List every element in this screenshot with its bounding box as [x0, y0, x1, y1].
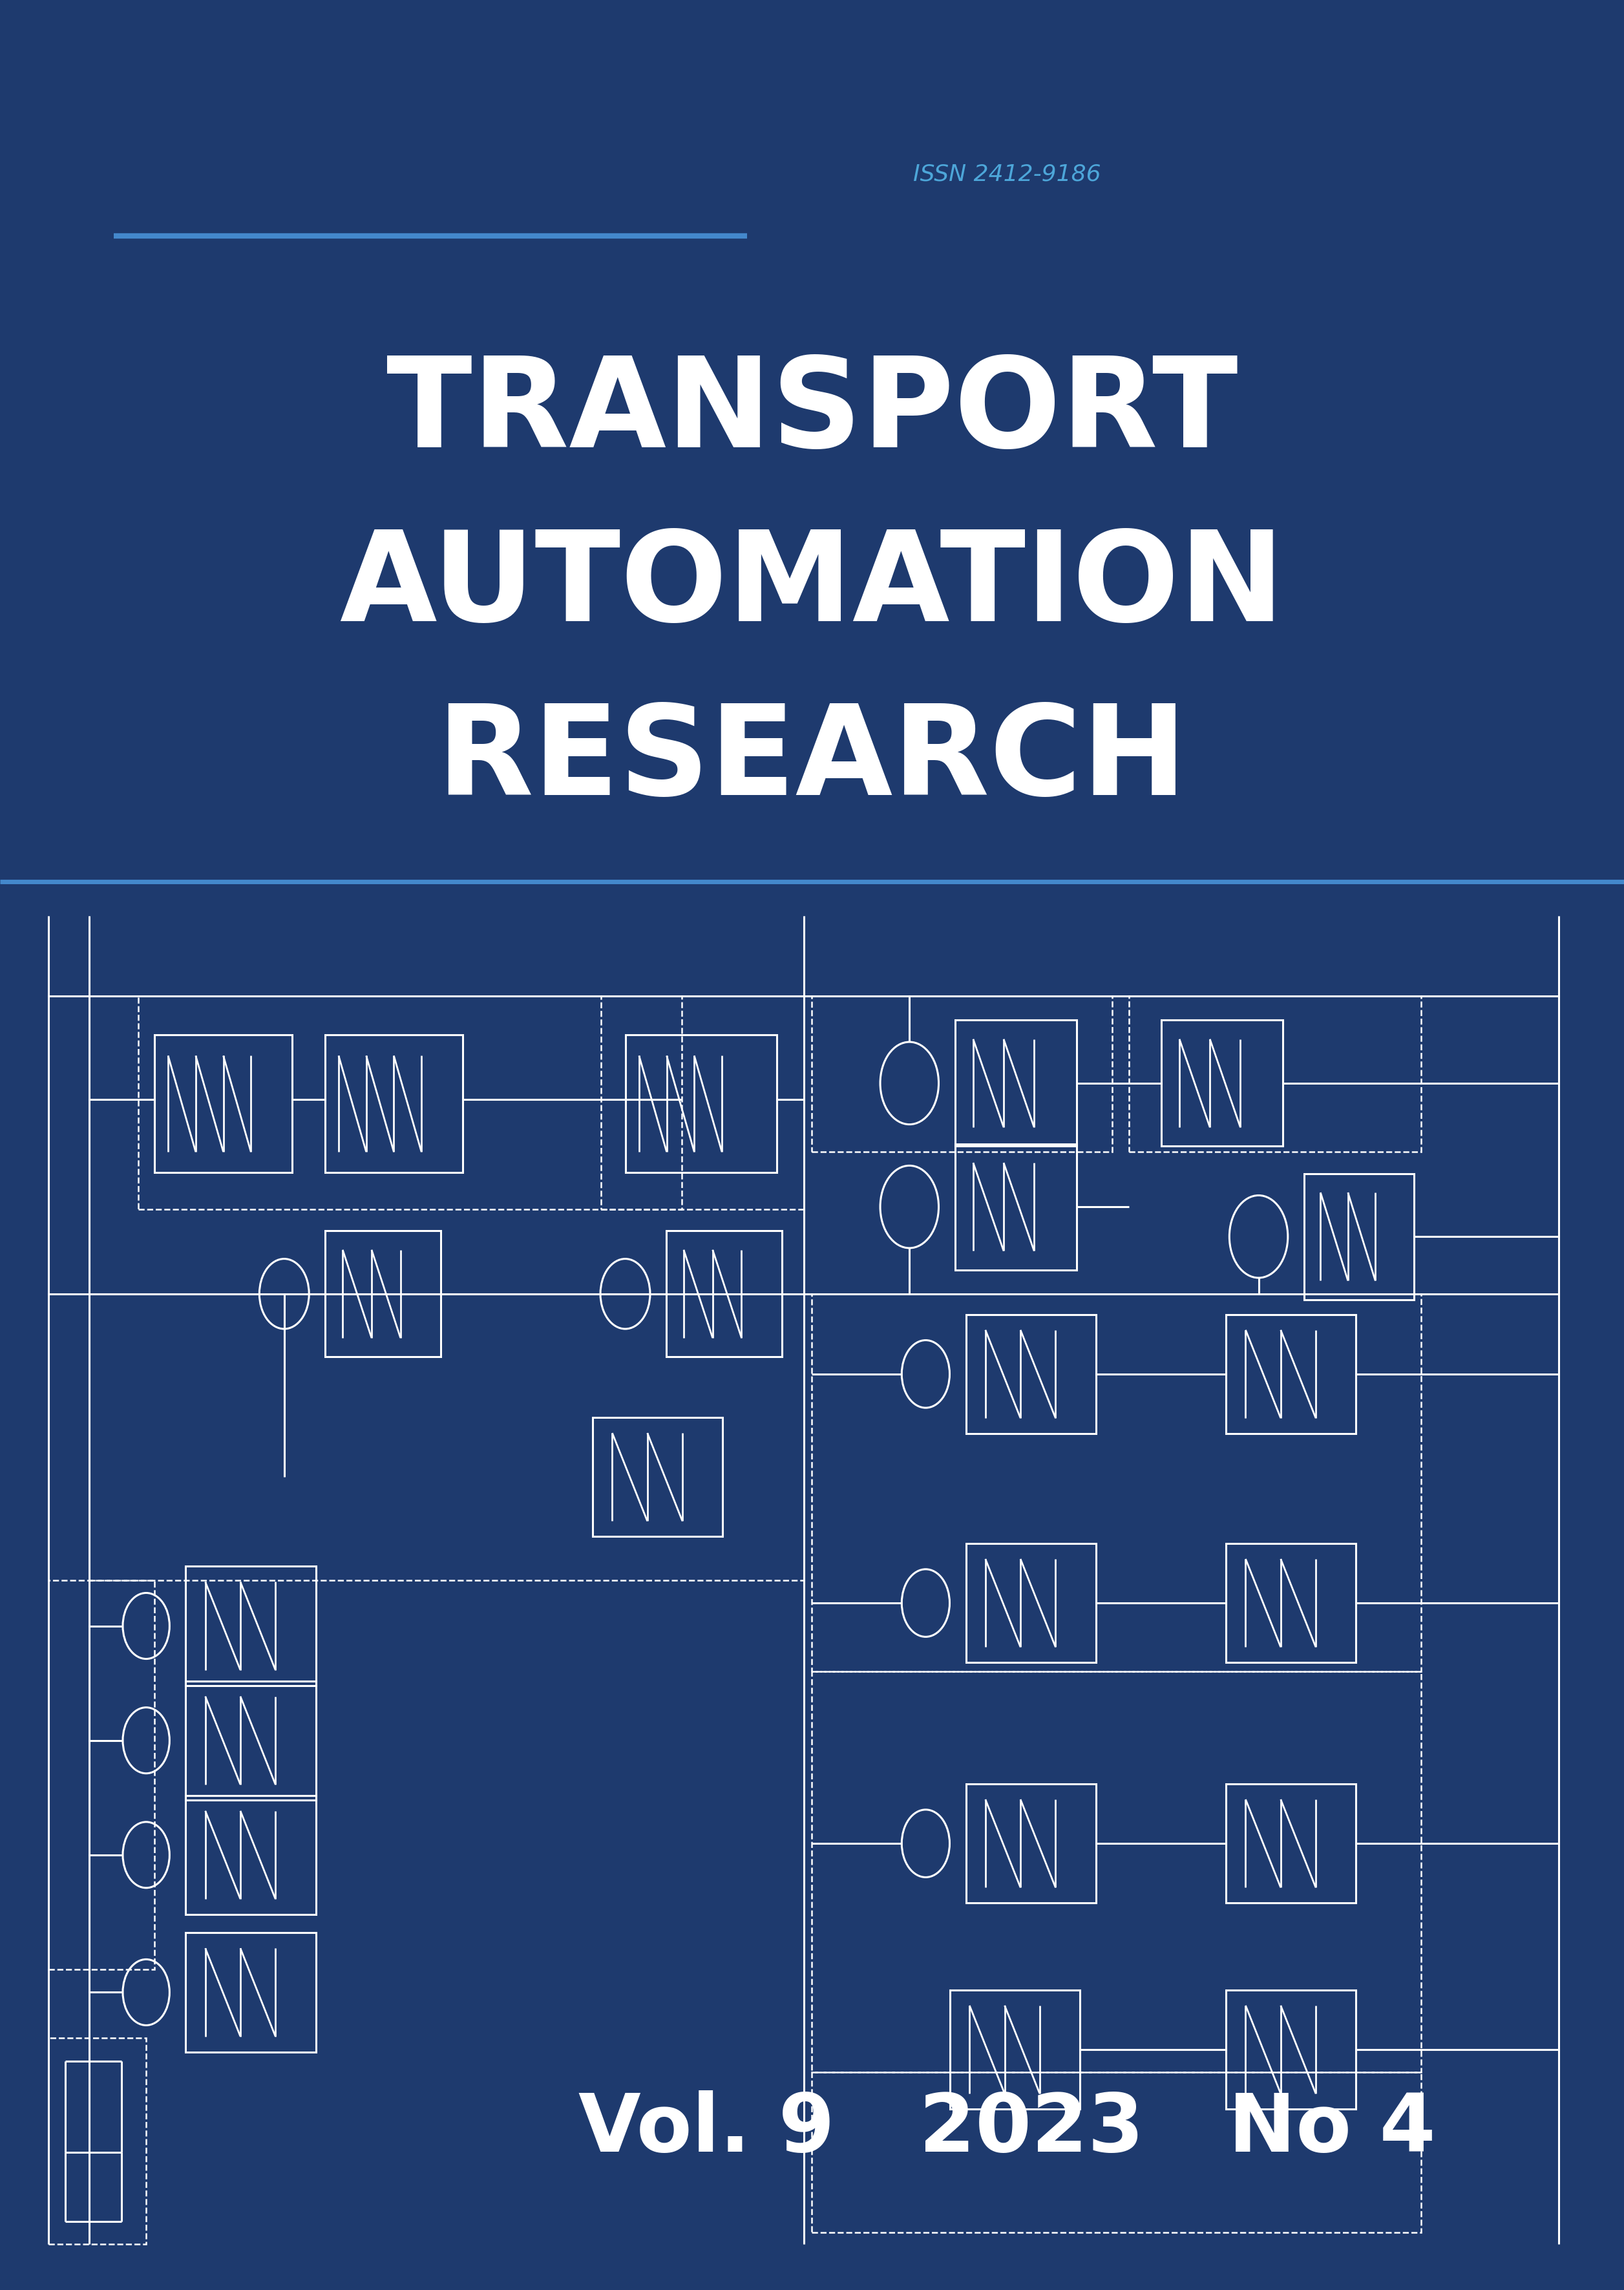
Bar: [1304, 1172, 1413, 1301]
Bar: [966, 1784, 1096, 1903]
Bar: [325, 1232, 442, 1356]
Bar: [666, 1232, 783, 1356]
Text: Vol. 9   2023   No 4: Vol. 9 2023 No 4: [578, 2091, 1436, 2169]
Bar: [1129, 996, 1421, 1152]
Bar: [1161, 1021, 1283, 1147]
Bar: [1226, 1543, 1356, 1663]
Bar: [593, 1418, 723, 1537]
Bar: [812, 996, 1112, 1152]
Bar: [89, 1294, 804, 1580]
Bar: [966, 1314, 1096, 1434]
Bar: [601, 996, 804, 1209]
Bar: [955, 1145, 1077, 1271]
Bar: [625, 1035, 776, 1172]
Bar: [812, 1294, 1421, 1672]
Bar: [1226, 1784, 1356, 1903]
Bar: [185, 1933, 315, 2052]
Bar: [185, 1795, 315, 1914]
Bar: [185, 1681, 315, 1800]
Bar: [812, 1672, 1421, 2072]
Bar: [154, 1035, 292, 1172]
Text: TRANSPORT: TRANSPORT: [387, 350, 1237, 474]
Bar: [812, 2072, 1421, 2233]
Text: RESEARCH: RESEARCH: [437, 698, 1187, 822]
Bar: [185, 1566, 315, 1685]
Bar: [325, 1035, 463, 1172]
Bar: [966, 1543, 1096, 1663]
Bar: [138, 996, 682, 1209]
Bar: [49, 1580, 154, 1969]
Bar: [950, 1990, 1080, 2109]
Text: ISSN 2412-9186: ISSN 2412-9186: [913, 163, 1101, 185]
Bar: [49, 2038, 146, 2244]
Bar: [1226, 1314, 1356, 1434]
Bar: [1226, 1990, 1356, 2109]
Bar: [955, 1021, 1077, 1147]
Text: AUTOMATION: AUTOMATION: [339, 524, 1285, 648]
